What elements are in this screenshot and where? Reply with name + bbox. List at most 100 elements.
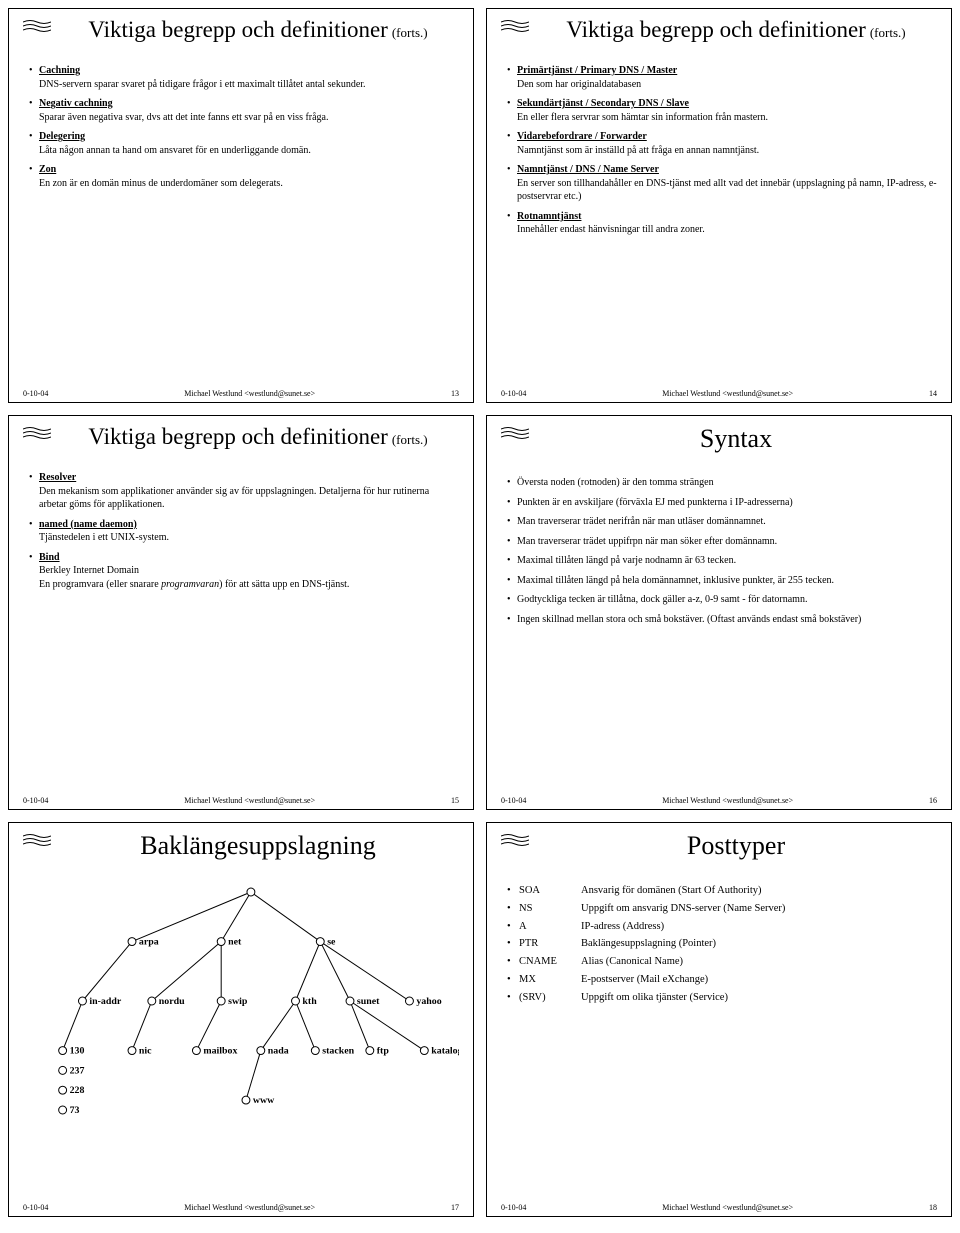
slide-footer: 0-10-04 Michael Westlund <westlund@sunet… <box>23 792 459 805</box>
slide-15: Viktiga begrepp och definitioner (forts.… <box>8 415 474 810</box>
footer-page: 16 <box>929 796 937 805</box>
bullet-text: Maximal tillåten längd på varje nodnamn … <box>517 555 736 566</box>
term: Negativ cachning <box>39 98 113 109</box>
svg-text:130: 130 <box>70 1046 85 1057</box>
slide-title: Baklängesuppslagning <box>57 831 459 861</box>
pt-val: Baklängesuppslagning (Pointer) <box>581 936 937 952</box>
slide-grid: Viktiga begrepp och definitioner (forts.… <box>8 8 952 1217</box>
svg-text:se: se <box>327 937 336 948</box>
svg-text:kth: kth <box>302 996 317 1007</box>
bullet-text: Godtyckliga tecken är tillåtna, dock gäl… <box>517 594 807 605</box>
svg-text:www: www <box>253 1095 275 1106</box>
desc: Tjänstedelen i ett UNIX-system. <box>39 531 459 545</box>
slide-footer: 0-10-04 Michael Westlund <westlund@sunet… <box>501 792 937 805</box>
desc: En eller flera servrar som hämtar sin in… <box>517 111 937 125</box>
term: Primärtjänst / Primary DNS / Master <box>517 65 677 76</box>
term: Sekundärtjänst / Secondary DNS / Slave <box>517 98 689 109</box>
term: Bind <box>39 552 60 563</box>
slide-title-sub: (forts.) <box>870 25 906 40</box>
footer-page: 13 <box>451 389 459 398</box>
slide-title: Viktiga begrepp och definitioner <box>88 424 387 449</box>
logo-icon <box>501 426 529 440</box>
tree-diagram: arpanetsein-addrnorduswipkthsunetyahoo13… <box>23 871 459 1131</box>
svg-text:nada: nada <box>268 1046 289 1057</box>
footer-page: 18 <box>929 1203 937 1212</box>
svg-text:mailbox: mailbox <box>203 1046 237 1057</box>
pt-val: E-postserver (Mail eXchange) <box>581 972 937 988</box>
desc: Sparar även negativa svar, dvs att det i… <box>39 111 459 125</box>
desc: En zon är en domän minus de underdomäner… <box>39 177 459 191</box>
svg-text:stacken: stacken <box>322 1046 354 1057</box>
bullet-text: Punkten är en avskiljare (förväxla EJ me… <box>517 497 793 508</box>
slide-footer: 0-10-04 Michael Westlund <westlund@sunet… <box>23 385 459 398</box>
term: named (name daemon) <box>39 519 137 530</box>
svg-text:arpa: arpa <box>139 937 159 948</box>
pt-val: Alias (Canonical Name) <box>581 954 937 970</box>
bullet-list: Primärtjänst / Primary DNS / Master Den s… <box>501 64 937 237</box>
pt-key: A <box>519 919 581 935</box>
slide-18: Posttyper SOAAnsvarig för domänen (Start… <box>486 822 952 1217</box>
bullet-list: CachningDNS-servern sparar svaret på tid… <box>23 64 459 190</box>
term: Delegering <box>39 131 85 142</box>
desc: Den som har originaldatabasen <box>517 78 937 92</box>
bullet-text: Översta noden (rotnoden) är den tomma st… <box>517 477 714 488</box>
footer-date: 0-10-04 <box>23 1203 48 1212</box>
svg-text:nic: nic <box>139 1046 152 1057</box>
svg-text:yahoo: yahoo <box>416 996 441 1007</box>
bullet-text: Man traverserar trädet uppifrpn när man … <box>517 536 777 547</box>
bullet-text: Maximal tillåten längd på hela domännamn… <box>517 575 834 586</box>
slide-title: Posttyper <box>535 831 937 861</box>
footer-page: 15 <box>451 796 459 805</box>
footer-author: Michael Westlund <westlund@sunet.se> <box>184 389 315 398</box>
footer-author: Michael Westlund <westlund@sunet.se> <box>184 796 315 805</box>
slide-title-sub: (forts.) <box>392 432 428 447</box>
bullet-text: Ingen skillnad mellan stora och små boks… <box>517 614 861 625</box>
pt-key: CNAME <box>519 954 581 970</box>
desc: Innehåller endast hänvisningar till andr… <box>517 223 937 237</box>
logo-icon <box>501 833 529 847</box>
pt-key: (SRV) <box>519 990 581 1006</box>
pt-key: PTR <box>519 936 581 952</box>
slide-14: Viktiga begrepp och definitioner (forts.… <box>486 8 952 403</box>
svg-text:73: 73 <box>70 1105 80 1116</box>
footer-date: 0-10-04 <box>501 796 526 805</box>
slide-footer: 0-10-04 Michael Westlund <westlund@sunet… <box>501 385 937 398</box>
term: Resolver <box>39 472 76 483</box>
term: Zon <box>39 164 56 175</box>
bullet-list: ResolverDen mekanism som applikationer a… <box>23 471 459 591</box>
bullet-list: Översta noden (rotnoden) är den tomma st… <box>501 476 937 626</box>
logo-icon <box>501 19 529 33</box>
term: Rotnamntjänst <box>517 211 581 222</box>
slide-title-sub: (forts.) <box>392 25 428 40</box>
svg-text:katalogen: katalogen <box>431 1046 459 1057</box>
footer-date: 0-10-04 <box>501 389 526 398</box>
footer-author: Michael Westlund <westlund@sunet.se> <box>184 1203 315 1212</box>
desc: Låta någon annan ta hand om ansvaret för… <box>39 144 459 158</box>
pt-val: Uppgift om ansvarig DNS-server (Name Ser… <box>581 901 937 917</box>
footer-page: 17 <box>451 1203 459 1212</box>
term: Vidarebefordrare / Forwarder <box>517 131 647 142</box>
footer-date: 0-10-04 <box>23 389 48 398</box>
slide-footer: 0-10-04 Michael Westlund <westlund@sunet… <box>501 1199 937 1212</box>
svg-text:swip: swip <box>228 996 248 1007</box>
svg-text:sunet: sunet <box>357 996 380 1007</box>
footer-author: Michael Westlund <westlund@sunet.se> <box>662 796 793 805</box>
svg-text:nordu: nordu <box>159 996 185 1007</box>
footer-page: 14 <box>929 389 937 398</box>
term: Namntjänst / DNS / Name Server <box>517 164 659 175</box>
slide-title: Viktiga begrepp och definitioner <box>88 17 387 42</box>
pt-key: SOA <box>519 883 581 899</box>
footer-author: Michael Westlund <westlund@sunet.se> <box>662 389 793 398</box>
term: Cachning <box>39 65 80 76</box>
pt-val: IP-adress (Address) <box>581 919 937 935</box>
logo-icon <box>23 426 51 440</box>
posttypes-list: SOAAnsvarig för domänen (Start Of Author… <box>501 883 937 1005</box>
logo-icon <box>23 833 51 847</box>
bullet-text: Man traverserar trädet nerifrån när man … <box>517 516 766 527</box>
pt-key: NS <box>519 901 581 917</box>
svg-text:in-addr: in-addr <box>89 996 121 1007</box>
svg-text:228: 228 <box>70 1085 85 1096</box>
slide-title: Syntax <box>535 424 937 454</box>
svg-text:237: 237 <box>70 1065 85 1076</box>
pt-val: Uppgift om olika tjänster (Service) <box>581 990 937 1006</box>
